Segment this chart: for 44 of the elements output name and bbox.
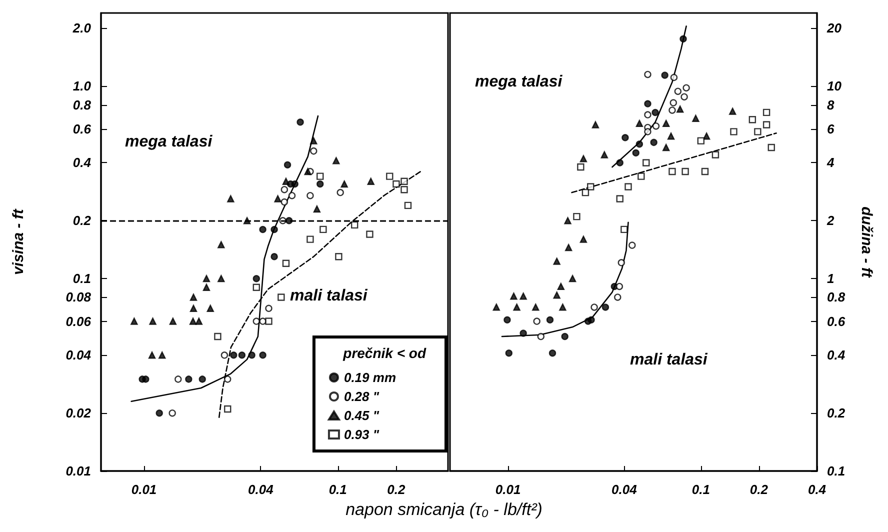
- y-tick-label: 0.6: [827, 314, 846, 329]
- y-tick-label: 2.0: [72, 20, 92, 36]
- x-tick-label: 0.2: [750, 482, 769, 497]
- x-axis-title: napon smicanja (τ₀ - lb/ft²): [344, 500, 544, 520]
- y-tick-label: 10: [827, 78, 842, 94]
- y-tick-label: 0.04: [66, 348, 92, 363]
- y-tick-label: 1.0: [72, 78, 92, 94]
- x-tick-label: 0.1: [328, 482, 347, 497]
- y-tick-label: 0.01: [66, 464, 91, 478]
- y-tick-label: 4: [826, 155, 835, 170]
- x-tick-label: 0.1: [692, 482, 710, 497]
- y-tick-label: 20: [826, 20, 842, 36]
- y-tick-label: 0.6: [72, 121, 92, 136]
- annotation: mali talasi: [290, 288, 368, 304]
- y-tick-label: 0.02: [66, 406, 92, 421]
- y-tick-label: 0.06: [66, 314, 92, 329]
- y-tick-label: 0.8: [72, 97, 92, 112]
- y-axis-title: dužina - ft: [858, 206, 875, 278]
- y-tick-label: 8: [827, 97, 835, 112]
- y-tick-label: 0.2: [827, 406, 846, 421]
- y-tick-label: 0.08: [66, 290, 92, 305]
- y-tick-label: 0.2: [72, 213, 92, 228]
- x-tick-label: 0.01: [495, 482, 521, 497]
- annotation: mega talasi: [125, 134, 213, 150]
- legend-label: 0.45 ": [344, 408, 380, 423]
- y-tick-label: 0.1: [72, 271, 91, 286]
- annotation: mega talasi: [475, 74, 563, 90]
- y-tick-label: 6: [827, 121, 835, 136]
- y-tick-label: 2: [826, 213, 835, 228]
- y-tick-label: 1: [827, 271, 834, 286]
- x-tick-label: 0.2: [387, 482, 406, 497]
- x-tick-label: 0.01: [131, 482, 157, 497]
- y-axis-title: visina - ft: [10, 208, 27, 275]
- x-tick-label: 0.04: [612, 482, 638, 497]
- y-tick-label: 0.4: [827, 348, 846, 363]
- annotation: mali talasi: [630, 352, 708, 368]
- y-tick-label: 0.1: [827, 464, 846, 478]
- legend-label: 0.19 mm: [344, 370, 396, 385]
- legend-title: prečnik < od: [342, 345, 426, 361]
- legend-label: 0.93 ": [344, 427, 380, 442]
- y-tick-label: 0.4: [72, 155, 92, 170]
- x-tick-label: 0.04: [248, 482, 274, 497]
- legend-label: 0.28 ": [344, 389, 380, 404]
- y-tick-label: 0.8: [827, 290, 846, 305]
